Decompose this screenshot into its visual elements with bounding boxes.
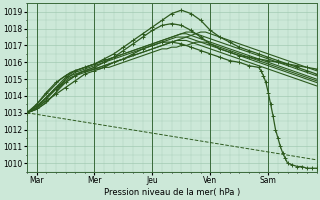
X-axis label: Pression niveau de la mer( hPa ): Pression niveau de la mer( hPa ) — [104, 188, 240, 197]
